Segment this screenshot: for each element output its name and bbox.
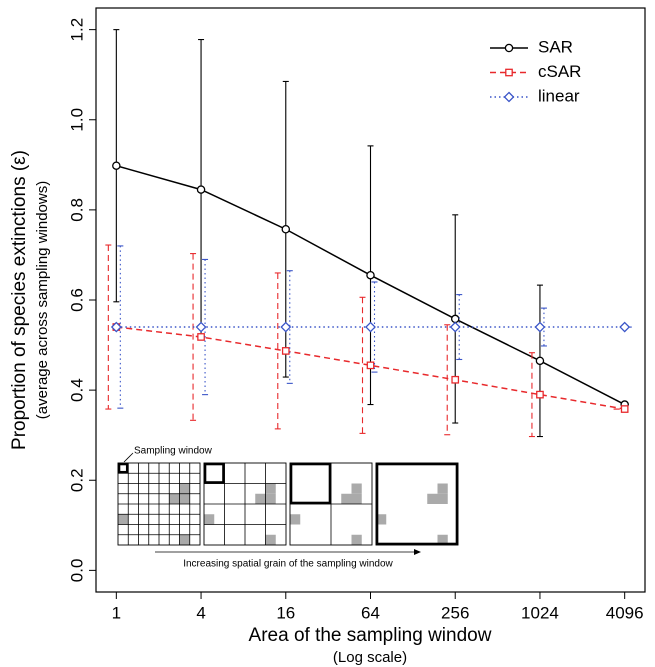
legend-label: cSAR	[538, 62, 581, 81]
error-bar	[286, 270, 293, 384]
y-tick-label: 1.0	[67, 108, 86, 132]
y-tick-label: 0.8	[67, 198, 86, 222]
x-tick-label: 1	[112, 603, 121, 622]
point	[196, 185, 206, 194]
y-tick-label: 0.2	[67, 468, 86, 492]
inset-cell	[179, 534, 190, 545]
point	[110, 321, 122, 333]
point	[451, 375, 460, 384]
y-tick-label: 0.6	[67, 288, 86, 312]
x-tick-label: 64	[361, 603, 380, 622]
x-tick-label: 4096	[606, 603, 644, 622]
x-axis-title: Area of the sampling window	[249, 625, 492, 646]
inset-window	[203, 462, 225, 484]
inset-cell	[118, 514, 129, 525]
inset-cell	[290, 514, 301, 525]
legend-label: SAR	[538, 37, 573, 56]
inset-square	[117, 462, 201, 546]
inset-cell	[437, 534, 448, 545]
point	[280, 321, 292, 333]
point	[366, 361, 375, 370]
inset-pointer	[123, 452, 134, 463]
point	[449, 321, 461, 333]
point	[365, 321, 376, 333]
error-bar	[359, 296, 366, 434]
x-tick-label: 4	[196, 603, 205, 622]
inset-cell	[437, 483, 448, 494]
inset-cell	[427, 493, 438, 504]
error-bar	[105, 244, 112, 410]
inset-cell	[265, 493, 276, 504]
point	[281, 347, 290, 355]
inset-cell	[265, 534, 276, 545]
legend-marker	[504, 43, 514, 53]
point	[534, 321, 546, 333]
legend-label: linear	[538, 86, 580, 105]
y-tick-label: 0.0	[67, 559, 86, 583]
x-tick-label: 16	[276, 603, 295, 622]
inset-square	[203, 462, 287, 546]
inset-cell	[341, 493, 352, 504]
inset-cell	[204, 514, 215, 525]
inset-cell	[437, 493, 448, 504]
x-axis-subtitle: (Log scale)	[333, 649, 407, 666]
inset-window	[289, 462, 332, 505]
inset-cell	[376, 514, 387, 525]
error-bar	[274, 272, 281, 430]
point	[450, 314, 460, 324]
inset-cell	[255, 493, 266, 504]
x-tick-label: 1024	[521, 603, 559, 622]
inset-cell	[169, 493, 180, 504]
y-tick-label: 1.2	[67, 18, 86, 42]
inset-arrowhead	[414, 549, 421, 555]
point	[281, 225, 291, 234]
point	[366, 270, 375, 280]
inset-cell	[351, 493, 362, 504]
inset-caption: Increasing spatial grain of the sampling…	[183, 559, 393, 570]
point	[535, 356, 545, 366]
point	[112, 161, 121, 170]
inset-window	[117, 462, 129, 474]
inset-cell	[351, 534, 362, 545]
inset-cell	[179, 493, 190, 504]
point	[620, 405, 629, 413]
inset-cell	[179, 483, 190, 494]
inset-cell	[265, 483, 276, 494]
y-axis-title: Proportion of species extinctions (ε)	[9, 150, 30, 450]
legend-marker	[505, 68, 513, 77]
point	[195, 321, 207, 333]
point	[619, 321, 631, 333]
inset	[117, 462, 459, 546]
legend-marker	[503, 91, 515, 103]
y-axis-subtitle: (average across sampling windows)	[34, 181, 51, 419]
inset-cell	[351, 483, 362, 494]
inset-label: Sampling window	[134, 446, 213, 457]
error-bar	[444, 324, 451, 436]
error-bar	[190, 253, 197, 421]
point	[536, 390, 544, 399]
inset-window	[375, 462, 459, 546]
point	[197, 333, 205, 341]
y-tick-label: 0.4	[67, 378, 86, 402]
x-tick-label: 256	[441, 603, 469, 622]
error-bar	[528, 352, 535, 438]
